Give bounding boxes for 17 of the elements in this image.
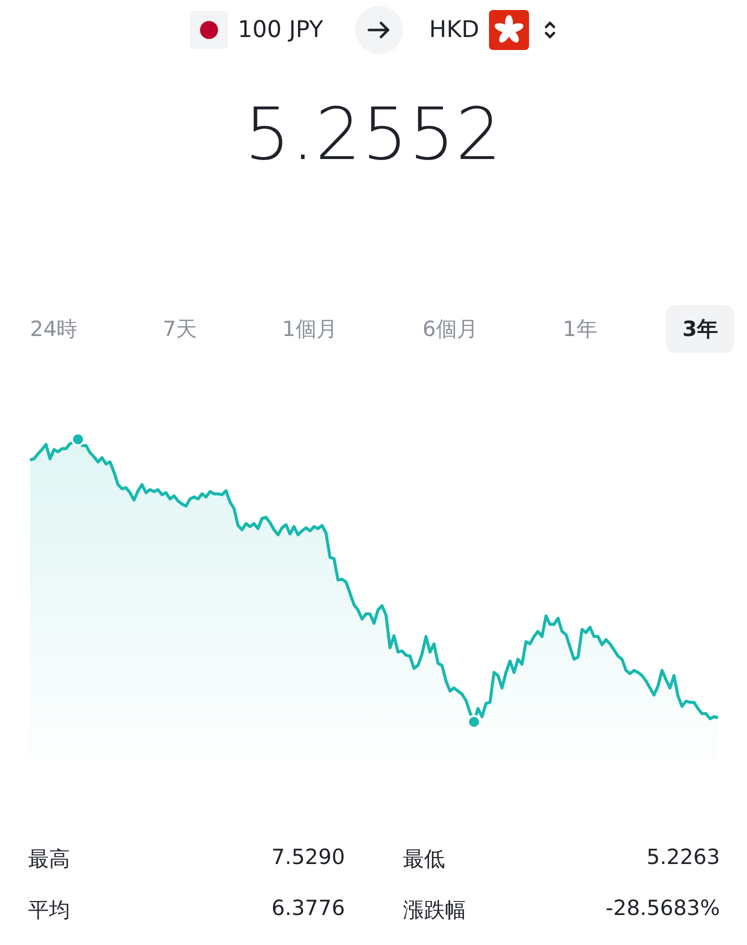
text: 6個月 [422, 316, 479, 343]
text: 100 JPY [238, 17, 324, 43]
text: 漲跌幅 [403, 897, 466, 924]
text: 5.2263 [646, 845, 720, 869]
text: 1年 [562, 316, 598, 343]
text: 7.5290 [272, 845, 345, 869]
chart-title: 5.2552 [244, 92, 504, 176]
text: 24時 [29, 316, 79, 343]
text: 最高 [28, 846, 70, 873]
text: 7天 [162, 316, 198, 343]
text: 6.3776 [272, 896, 345, 920]
text: -28.5683% [606, 896, 720, 920]
text: 1個月 [281, 316, 339, 343]
text: 最低 [403, 846, 445, 873]
text: 平均 [28, 897, 70, 924]
text: 3年 [666, 305, 734, 353]
text: HKD [429, 17, 480, 43]
